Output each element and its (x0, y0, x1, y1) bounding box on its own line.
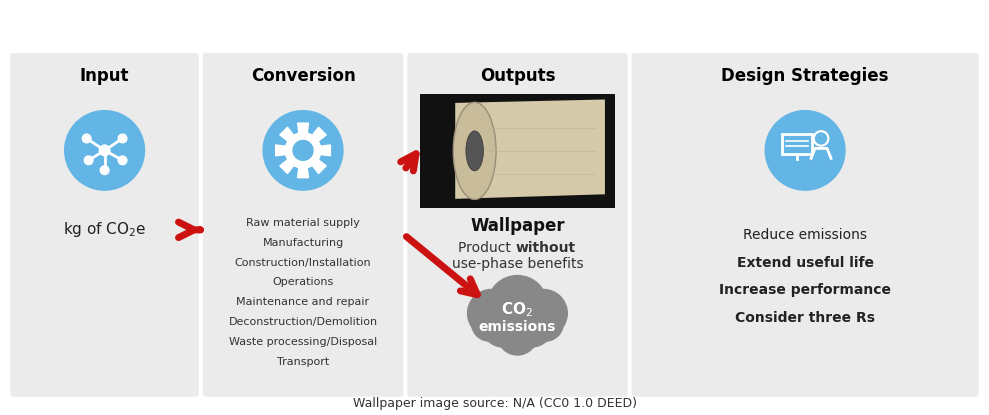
Text: Raw material supply: Raw material supply (246, 218, 360, 228)
Text: Design Strategies: Design Strategies (721, 67, 889, 85)
Circle shape (86, 158, 91, 163)
FancyArrowPatch shape (401, 154, 416, 171)
Text: Outputs: Outputs (480, 67, 555, 85)
Circle shape (488, 276, 547, 335)
FancyArrowPatch shape (406, 237, 478, 295)
Polygon shape (455, 100, 605, 199)
Text: Manufacturing: Manufacturing (262, 238, 343, 248)
FancyArrowPatch shape (178, 222, 200, 238)
Text: Consider three Rs: Consider three Rs (735, 311, 875, 325)
Circle shape (120, 136, 125, 141)
Text: Increase performance: Increase performance (719, 283, 891, 298)
Circle shape (816, 133, 827, 144)
Ellipse shape (453, 103, 496, 200)
Text: Transport: Transport (277, 357, 329, 367)
Text: Product: Product (458, 241, 515, 255)
Text: Wallpaper image source: N/A (CC0 1.0 DEED): Wallpaper image source: N/A (CC0 1.0 DEE… (352, 397, 637, 410)
Circle shape (84, 136, 89, 141)
Text: Deconstruction/Demolition: Deconstruction/Demolition (228, 317, 378, 327)
Circle shape (101, 147, 108, 154)
Text: without: without (515, 241, 576, 255)
Text: Input: Input (80, 67, 130, 85)
Text: CO$_2$: CO$_2$ (501, 300, 533, 319)
Circle shape (64, 111, 144, 190)
Circle shape (102, 168, 107, 173)
FancyBboxPatch shape (10, 53, 199, 397)
Text: use-phase benefits: use-phase benefits (452, 256, 584, 271)
Circle shape (509, 303, 553, 347)
Circle shape (468, 289, 515, 337)
Text: Construction/Installation: Construction/Installation (234, 258, 371, 268)
FancyBboxPatch shape (420, 94, 614, 208)
Polygon shape (276, 123, 330, 178)
Text: Maintenance and repair: Maintenance and repair (236, 298, 370, 308)
Text: Operations: Operations (272, 278, 333, 288)
Text: kg of CO$_2$e: kg of CO$_2$e (63, 220, 146, 239)
Circle shape (765, 111, 845, 190)
Circle shape (519, 289, 568, 337)
Text: Waste processing/Disposal: Waste processing/Disposal (228, 337, 377, 347)
Text: Reduce emissions: Reduce emissions (743, 228, 867, 242)
Text: Conversion: Conversion (250, 67, 355, 85)
Ellipse shape (466, 131, 484, 171)
Text: emissions: emissions (479, 320, 556, 334)
Text: Wallpaper: Wallpaper (470, 217, 565, 235)
FancyBboxPatch shape (203, 53, 404, 397)
Circle shape (472, 305, 507, 341)
FancyBboxPatch shape (632, 53, 979, 397)
Circle shape (263, 111, 343, 190)
Circle shape (482, 303, 525, 347)
Circle shape (497, 315, 537, 355)
Circle shape (527, 305, 564, 341)
Polygon shape (293, 140, 313, 160)
FancyBboxPatch shape (407, 53, 628, 397)
Circle shape (120, 158, 125, 163)
Text: Extend useful life: Extend useful life (737, 256, 873, 270)
